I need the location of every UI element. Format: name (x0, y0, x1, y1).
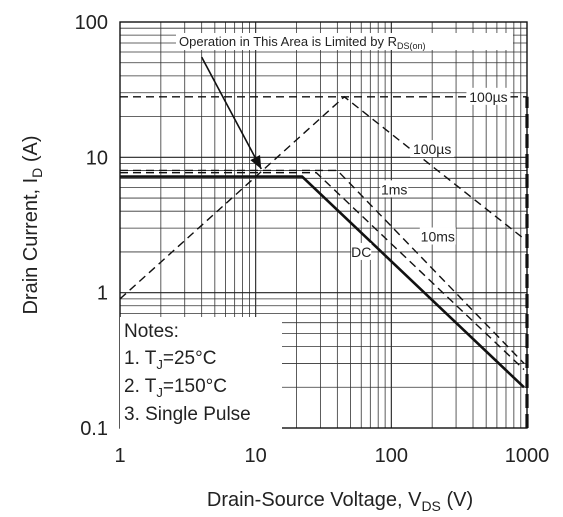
notes-title: Notes: (124, 321, 179, 342)
notes-item-1: 1. TJ=25°C (124, 348, 216, 372)
rds-limit-banner-bg (176, 33, 513, 50)
curve-label: 1ms (381, 181, 407, 197)
y-tick-label: 0.1 (80, 418, 108, 440)
plot-frame (119, 21, 528, 429)
y-axis-title: Drain Current, ID (A) (20, 135, 45, 314)
series-dc-4 (120, 175, 525, 389)
curve-label: 10ms (421, 229, 455, 245)
arrow-shaft (200, 56, 262, 170)
y-tick-label: 100 (75, 12, 108, 34)
tick-labels: 1 10 100 1000 0.1 1 10 100 (75, 12, 550, 467)
curve-label-bg (380, 180, 409, 198)
x-tick-label: 100 (375, 445, 408, 467)
notes-item-2: 2. TJ=150°C (124, 376, 227, 400)
curve-labels: 100µs 100µs 1ms 10ms DC (351, 87, 511, 260)
y-tick-label: 1 (97, 283, 108, 305)
series-1ms-2 (120, 169, 525, 364)
rds-limit-arrow (200, 56, 262, 170)
arrow-head (250, 154, 262, 169)
notes-box: Notes: 1. TJ=25°C 2. TJ=150°C 3. Single … (120, 317, 282, 436)
notes-item-3: 3. Single Pulse (124, 404, 251, 425)
curve-label-bg (466, 87, 511, 105)
x-tick-label: 1 (114, 445, 125, 467)
rds-limit-label: Operation in This Area is Limited by RDS… (179, 34, 426, 51)
curve-label: DC (351, 244, 371, 260)
series-10ms-3 (120, 171, 525, 371)
curve-label-bg (419, 227, 456, 245)
curve-label: 100µs (413, 141, 451, 157)
curve-label-bg (410, 140, 455, 158)
x-tick-label: 10 (245, 445, 267, 467)
y-tick-label: 10 (86, 147, 108, 169)
curve-label-bg (351, 242, 372, 260)
curve-label: 100µs (469, 89, 507, 105)
x-tick-label: 1000 (505, 445, 550, 467)
series-100s-1 (119, 95, 525, 300)
x-axis-title: Drain-Source Voltage, VDS (V) (207, 489, 473, 514)
